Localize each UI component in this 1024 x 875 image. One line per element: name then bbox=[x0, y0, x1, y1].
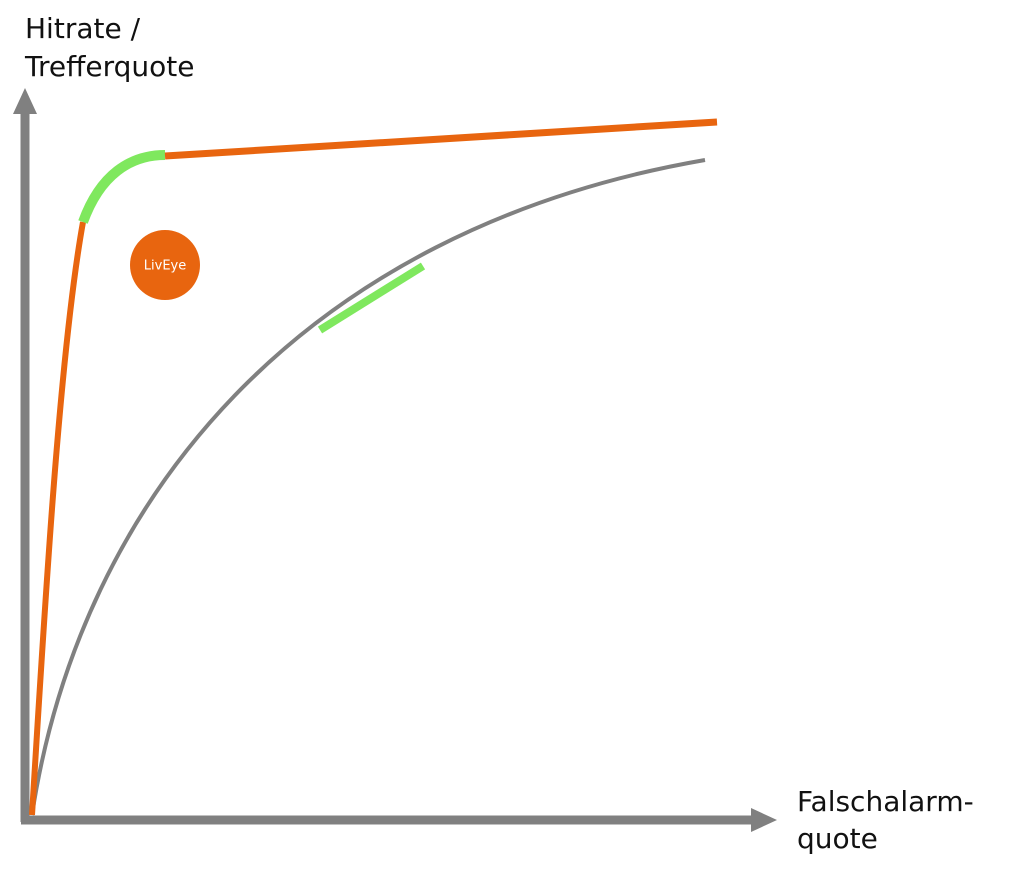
highlight-arc bbox=[78, 150, 166, 224]
liveye-line bbox=[164, 118, 718, 160]
logo-text: LivEye bbox=[144, 259, 186, 274]
x-axis-arrow bbox=[751, 808, 777, 832]
y-label: Hitrate / bbox=[25, 12, 141, 45]
reference-curve bbox=[30, 158, 706, 816]
x-label: Falschalarm- bbox=[797, 785, 974, 818]
y-label: Trefferquote bbox=[24, 50, 195, 83]
highlight-segment bbox=[317, 262, 426, 334]
y-axis-arrow bbox=[13, 88, 37, 114]
logo-circle bbox=[130, 230, 200, 300]
x-label: quote bbox=[797, 822, 878, 855]
liveye-curve bbox=[29, 221, 86, 816]
